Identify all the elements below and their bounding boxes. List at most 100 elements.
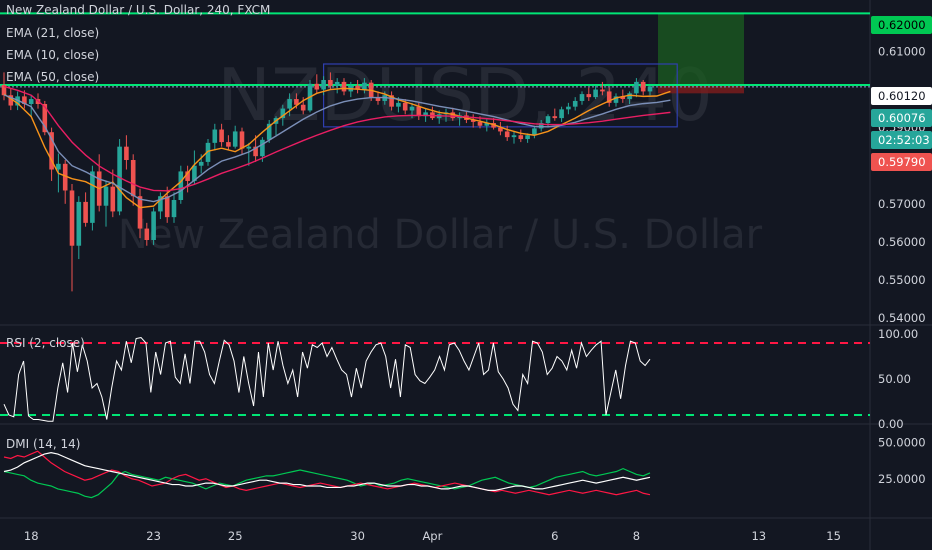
candle-body	[137, 196, 143, 229]
candle-body	[260, 139, 265, 157]
candle-body	[110, 186, 116, 212]
candle-body	[1, 84, 7, 96]
legend-ema21[interactable]: EMA (21, close)	[6, 26, 100, 40]
candle-body	[69, 190, 75, 246]
candle-body	[205, 142, 211, 162]
rsi-tick-label: 100.00	[878, 327, 918, 341]
candle-body	[28, 99, 34, 104]
candle-body	[409, 106, 415, 111]
position-stop-zone	[658, 84, 744, 94]
candle-body	[620, 96, 626, 100]
price-tick-label: 0.55000	[878, 273, 926, 287]
candle-body	[627, 93, 632, 100]
price-tick-label: 0.61000	[878, 44, 926, 58]
candle-body	[158, 196, 163, 212]
candle-body	[593, 89, 598, 98]
candle-body	[579, 94, 585, 101]
candle-body	[192, 165, 197, 181]
time-tick-label: 15	[826, 529, 841, 543]
candle-body	[640, 81, 646, 92]
candle-body	[538, 123, 544, 129]
candle-body	[266, 123, 272, 140]
chart-title: New Zealand Dollar / U.S. Dollar, 240, F…	[6, 3, 271, 17]
candle-body	[613, 96, 619, 103]
candle-body	[22, 96, 27, 104]
price-tag-label: 02:52:03	[878, 133, 930, 147]
candle-body	[334, 81, 340, 86]
time-tick-label: 13	[751, 529, 766, 543]
position-target-zone	[658, 13, 744, 85]
dmi-line	[3, 450, 651, 496]
dmi-line	[3, 452, 651, 491]
candle-body	[647, 86, 653, 92]
candle-body	[532, 128, 537, 136]
candle-body	[246, 146, 252, 149]
candle-body	[219, 129, 224, 143]
legend-ema50[interactable]: EMA (50, close)	[6, 70, 100, 84]
watermark-symbol: NZDUSD, 240	[217, 53, 713, 137]
candle-body	[314, 83, 320, 90]
candle-body	[117, 146, 122, 212]
price-tag	[871, 16, 932, 34]
candle-body	[294, 99, 299, 105]
candle-body	[83, 201, 88, 223]
candle-body	[300, 104, 306, 111]
candle-body	[566, 106, 571, 110]
watermark-name: New Zealand Dollar / U.S. Dollar	[118, 212, 763, 258]
candle-body	[49, 132, 54, 170]
candle-body	[226, 142, 231, 147]
candle-body	[151, 211, 156, 240]
candle-body	[362, 82, 367, 90]
ema-line	[3, 94, 671, 203]
price-tick-label: 0.54000	[878, 311, 926, 325]
candle-body	[518, 135, 524, 140]
candle-body	[511, 135, 517, 138]
candle-body	[423, 112, 428, 117]
candle-body	[130, 160, 136, 197]
candle-body	[124, 146, 129, 160]
candle-body	[402, 102, 408, 111]
time-tick-label: 8	[633, 529, 640, 543]
price-tag	[871, 87, 932, 105]
candle-body	[341, 81, 347, 92]
price-tag-label: 0.60076	[878, 111, 926, 125]
candle-body	[90, 171, 95, 223]
candle-body	[545, 116, 551, 124]
candle-body	[498, 127, 503, 132]
candle-body	[606, 91, 612, 103]
candle-body	[198, 161, 204, 166]
candle-body	[76, 201, 82, 246]
candle-body	[450, 112, 456, 119]
candle-body	[525, 135, 530, 140]
legend-ema10[interactable]: EMA (10, close)	[6, 48, 100, 62]
candle-body	[572, 100, 578, 107]
time-tick-label: 30	[350, 529, 365, 543]
candle-body	[178, 171, 184, 200]
rsi-line	[3, 337, 651, 422]
dmi-tick-label: 50.0000	[878, 436, 926, 450]
candle-body	[328, 80, 333, 86]
candle-body	[559, 109, 564, 119]
dmi-line	[3, 467, 651, 499]
candle-body	[552, 116, 558, 119]
candle-body	[287, 99, 292, 109]
candle-body	[239, 131, 245, 149]
candle-body	[477, 121, 483, 126]
candle-body	[212, 129, 218, 143]
candle-body	[103, 186, 109, 206]
candle-body	[253, 146, 258, 157]
rsi-legend[interactable]: RSI (2, close)	[6, 336, 85, 350]
candle-body	[185, 171, 190, 181]
rsi-tick-label: 50.00	[878, 372, 911, 386]
time-tick-label: 23	[146, 529, 161, 543]
candle-body	[280, 108, 286, 119]
price-tag	[871, 131, 932, 149]
candle-body	[600, 89, 605, 92]
candle-body	[491, 123, 496, 128]
candle-body	[396, 102, 401, 107]
candle-body	[8, 95, 14, 106]
dmi-legend[interactable]: DMI (14, 14)	[6, 437, 81, 451]
